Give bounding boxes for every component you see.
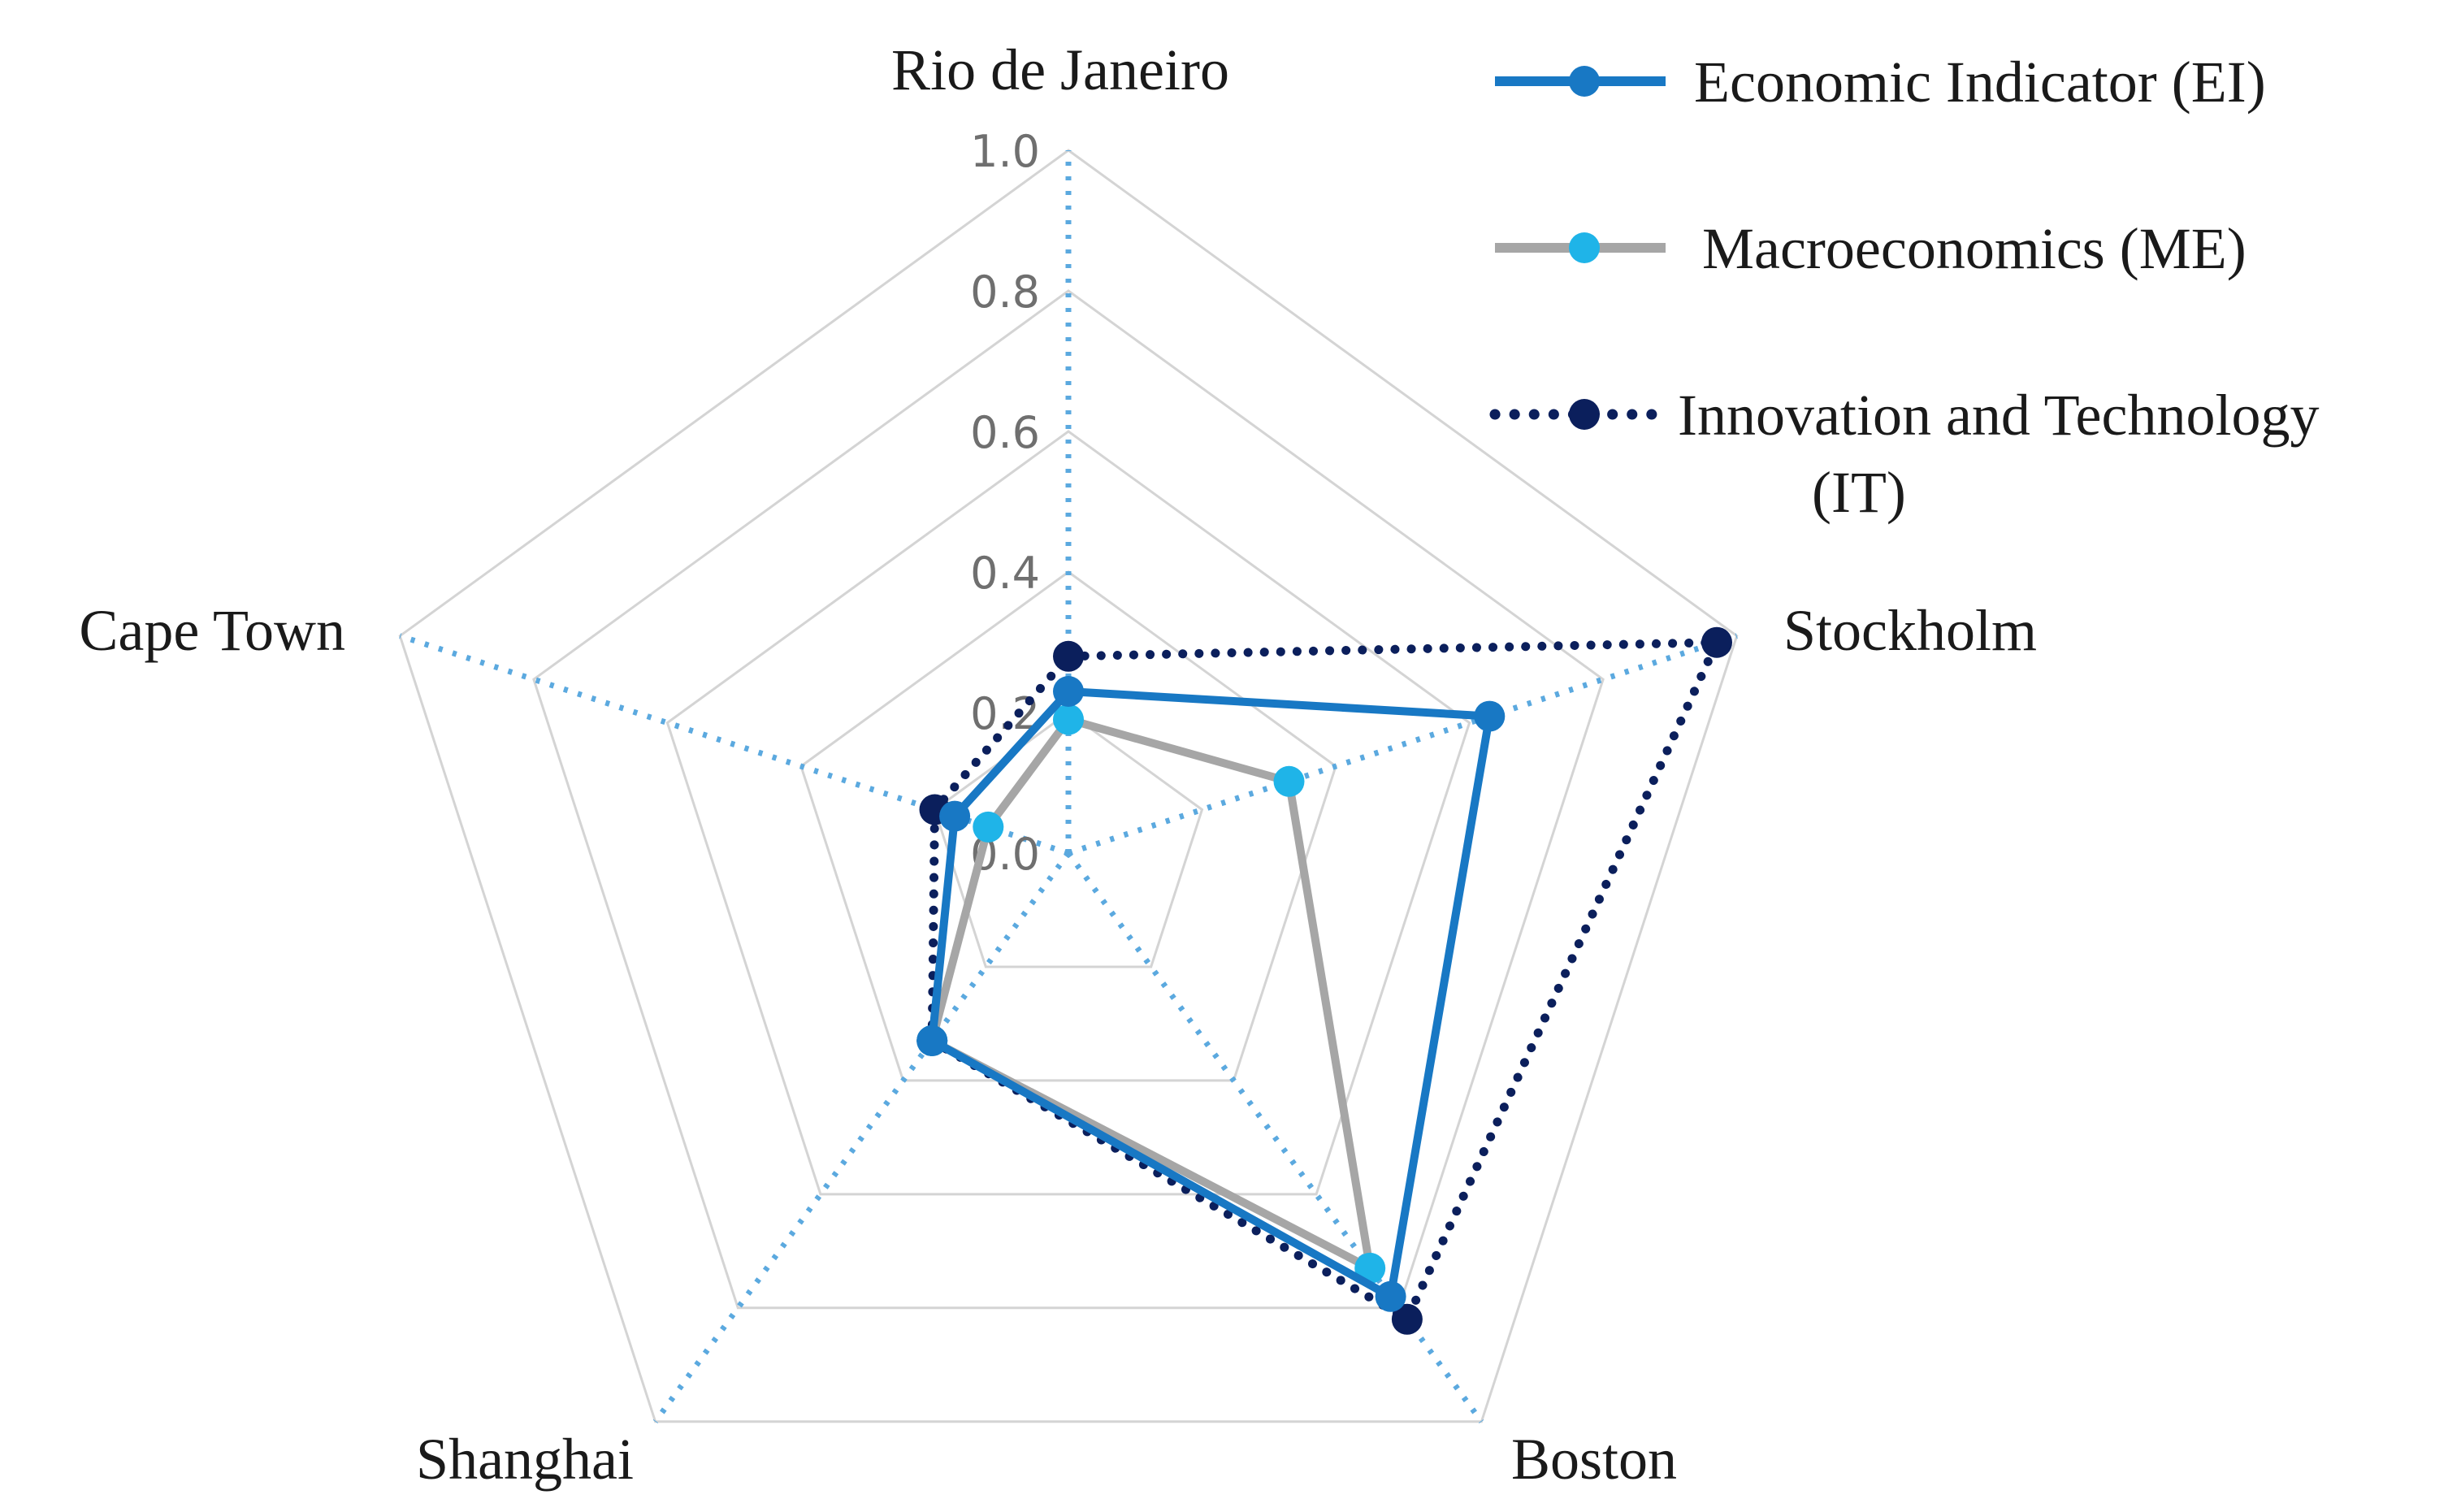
series-line <box>927 638 1722 1324</box>
tick-label: 1.0 <box>970 126 1040 177</box>
legend-item: Macroeconomics (ME) <box>1495 216 2247 281</box>
series-point <box>1053 704 1084 735</box>
series-1 <box>916 704 1386 1284</box>
series-point <box>939 800 971 832</box>
legend: Economic Indicator (EI) Macroeconomics (M… <box>1489 50 2319 525</box>
radar-axis-line <box>652 851 1071 1423</box>
series-layer <box>916 626 1732 1335</box>
series-line <box>928 715 1375 1272</box>
grid-ring <box>799 570 1337 1082</box>
series-0 <box>916 676 1506 1312</box>
category-label: Cape Town <box>79 598 345 663</box>
series-point <box>1701 626 1732 658</box>
tick-label: 0.8 <box>970 266 1040 318</box>
series-point <box>1391 1303 1423 1335</box>
series-point <box>1053 676 1084 707</box>
category-label: Boston <box>1511 1427 1677 1492</box>
grid-ring <box>398 149 1739 1423</box>
legend-swatch-marker <box>1569 232 1600 263</box>
legend-label: Macroeconomics (ME) <box>1702 216 2247 281</box>
series-line <box>928 687 1494 1301</box>
radar-axes <box>399 150 1738 1423</box>
legend-item: Economic Indicator (EI) <box>1495 50 2266 115</box>
series-point <box>1474 700 1506 732</box>
grid-ring <box>665 430 1471 1196</box>
series-point <box>1053 640 1084 672</box>
series-point <box>973 811 1004 843</box>
grid-ring <box>532 289 1605 1310</box>
legend-swatch-marker <box>1569 66 1600 97</box>
series-point <box>1273 765 1305 797</box>
radar-grid <box>398 149 1739 1423</box>
category-labels: Rio de Janeiro Stockholm Boston Shanghai Cap… <box>79 37 2037 1492</box>
grid-ring <box>933 711 1204 968</box>
tick-label: 0.4 <box>970 548 1040 599</box>
series-point <box>1354 1252 1386 1284</box>
legend-label: Economic Indicator (EI) <box>1694 50 2266 115</box>
legend-item: Innovation and Technology (IT) <box>1489 383 2319 525</box>
category-label: Shanghai <box>416 1427 634 1492</box>
legend-label: Innovation and Technology (IT) <box>1678 383 2319 525</box>
radial-tick-labels: 0.00.20.40.60.81.0 <box>970 126 1040 880</box>
radar-axis-line <box>1067 633 1738 856</box>
category-label: Stockholm <box>1783 598 2037 663</box>
series-point <box>916 1025 948 1056</box>
series-point <box>1375 1280 1406 1312</box>
tick-label: 0.6 <box>970 407 1040 458</box>
category-label: Rio de Janeiro <box>891 37 1229 102</box>
legend-swatch-marker <box>1569 399 1600 430</box>
